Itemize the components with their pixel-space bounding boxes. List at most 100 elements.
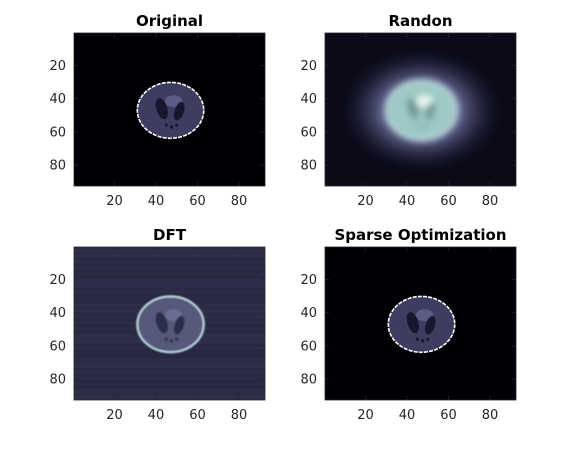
noise-row xyxy=(74,365,265,367)
lower-dot xyxy=(169,339,174,343)
lower-dot xyxy=(164,123,169,127)
right-ventricle xyxy=(173,315,185,335)
noise-row xyxy=(74,380,265,382)
axes-box xyxy=(324,32,517,187)
y-tick-label: 60 xyxy=(300,125,317,140)
left-ventricle xyxy=(155,312,168,334)
noise-row xyxy=(74,260,265,262)
y-tick-label: 20 xyxy=(300,273,317,288)
subplot-3: 20 40 60 80 20 40 60 80 DFT xyxy=(49,226,266,423)
noise-row xyxy=(74,290,265,292)
skull-rim xyxy=(136,81,205,140)
x-tick-label: 60 xyxy=(440,194,457,209)
x-tick-label: 60 xyxy=(440,408,457,423)
noise-row xyxy=(74,371,265,374)
image-1 xyxy=(74,33,265,186)
noise-row xyxy=(74,378,265,381)
subplot-title: DFT xyxy=(153,226,187,244)
lower-dot xyxy=(169,125,174,129)
y-tick-label: 40 xyxy=(49,306,66,321)
y-tick-label: 60 xyxy=(300,339,317,354)
lower-dot xyxy=(164,337,169,341)
x-tick-label: 80 xyxy=(482,408,499,423)
noise-row xyxy=(74,366,265,369)
lower-dot xyxy=(415,123,420,127)
lower-dot xyxy=(420,339,425,343)
left-ventricle xyxy=(406,98,419,120)
noise-row xyxy=(74,268,265,271)
noise-row xyxy=(74,358,265,361)
head-disk xyxy=(386,80,457,141)
noise-row xyxy=(74,273,265,276)
noise-row xyxy=(74,280,265,282)
left-ventricle xyxy=(155,98,168,120)
noise-row xyxy=(74,370,265,372)
noise-row xyxy=(74,388,265,391)
x-tick-label: 80 xyxy=(231,194,248,209)
noise-row xyxy=(74,251,265,254)
y-tick-label: 80 xyxy=(300,373,317,388)
x-tick-label: 40 xyxy=(148,194,165,209)
noise-row xyxy=(74,250,265,252)
noise-row xyxy=(74,386,265,389)
lower-dot xyxy=(415,337,420,341)
noise-row xyxy=(74,285,265,287)
noise-row xyxy=(74,283,265,286)
skull-rim xyxy=(385,79,458,142)
noise-row xyxy=(74,355,265,357)
head-disk xyxy=(388,296,455,353)
right-ventricle xyxy=(424,101,436,121)
y-tick-label: 60 xyxy=(49,125,66,140)
noise-row xyxy=(74,266,265,269)
skull-rim xyxy=(136,295,205,354)
noise-row xyxy=(74,271,265,274)
noise-row xyxy=(74,247,265,249)
noise-row xyxy=(74,286,265,289)
noise-row xyxy=(74,361,265,364)
phantom-head xyxy=(136,81,205,140)
noise-row xyxy=(74,375,265,377)
noise-row xyxy=(74,360,265,362)
subplot-title: Sparse Optimization xyxy=(334,226,506,244)
lower-dot xyxy=(426,123,430,127)
image-3 xyxy=(74,247,265,400)
skull-rim xyxy=(387,295,456,354)
noise-row xyxy=(74,376,265,379)
y-tick-label: 80 xyxy=(300,159,317,174)
noise-row xyxy=(74,258,265,261)
x-tick-label: 80 xyxy=(231,408,248,423)
noise-row xyxy=(74,275,265,277)
noise-row xyxy=(74,248,265,251)
y-tick-label: 20 xyxy=(49,59,66,74)
y-tick-label: 80 xyxy=(49,373,66,388)
subplot-1: 20 40 60 80 20 40 60 80 Original xyxy=(49,12,266,209)
noise-row xyxy=(74,255,265,257)
noise-row xyxy=(74,291,265,294)
x-tick-label: 20 xyxy=(106,194,123,209)
axes-box xyxy=(324,246,517,401)
noise-row xyxy=(74,363,265,366)
y-tick-label: 20 xyxy=(300,59,317,74)
x-tick-label: 20 xyxy=(357,194,374,209)
right-ventricle xyxy=(424,315,436,335)
x-tick-label: 40 xyxy=(148,408,165,423)
subplot-2: 20 40 60 80 20 40 60 80 Randon xyxy=(300,12,517,209)
y-tick-label: 40 xyxy=(300,306,317,321)
x-tick-label: 20 xyxy=(357,408,374,423)
noise-row xyxy=(74,381,265,384)
noise-row xyxy=(74,281,265,284)
lower-dot xyxy=(175,123,179,127)
noise-row xyxy=(74,373,265,376)
noise-row xyxy=(74,393,265,396)
y-tick-label: 40 xyxy=(300,92,317,107)
noise-row xyxy=(74,385,265,387)
axes-box xyxy=(73,32,266,187)
x-tick-label: 20 xyxy=(106,408,123,423)
head-disk xyxy=(137,296,204,353)
image-2 xyxy=(325,33,516,186)
noise-row xyxy=(74,383,265,386)
noise-row xyxy=(74,390,265,392)
x-tick-label: 60 xyxy=(189,408,206,423)
